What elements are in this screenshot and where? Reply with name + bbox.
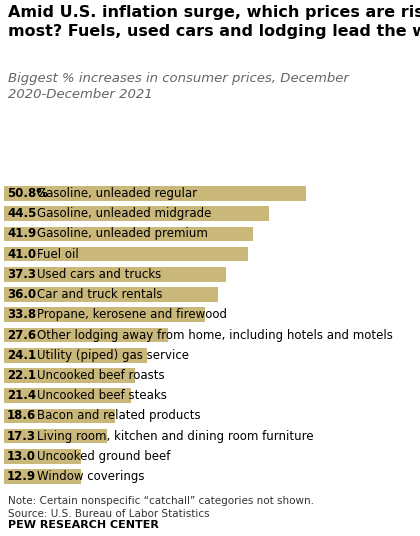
Text: Biggest % increases in consumer prices, December
2020-December 2021: Biggest % increases in consumer prices, … xyxy=(8,72,349,101)
Text: Amid U.S. inflation surge, which prices are rising the
most? Fuels, used cars an: Amid U.S. inflation surge, which prices … xyxy=(8,5,420,39)
Text: Utility (piped) gas service: Utility (piped) gas service xyxy=(37,349,189,362)
Bar xyxy=(4,348,147,362)
Text: Gasoline, unleaded premium: Gasoline, unleaded premium xyxy=(37,227,208,240)
Text: PEW RESEARCH CENTER: PEW RESEARCH CENTER xyxy=(8,519,159,530)
Bar xyxy=(4,206,268,221)
Text: Uncooked beef steaks: Uncooked beef steaks xyxy=(37,389,167,402)
Text: 27.6: 27.6 xyxy=(7,329,36,341)
Text: 17.3: 17.3 xyxy=(7,430,36,443)
Text: 18.6: 18.6 xyxy=(7,410,37,422)
Text: 22.1: 22.1 xyxy=(7,369,36,382)
Text: Propane, kerosene and firewood: Propane, kerosene and firewood xyxy=(37,308,227,321)
Text: Gasoline, unleaded regular: Gasoline, unleaded regular xyxy=(37,187,197,200)
Text: 50.8%: 50.8% xyxy=(7,187,48,200)
Text: 21.4: 21.4 xyxy=(7,389,36,402)
Bar xyxy=(4,227,253,241)
Text: Fuel oil: Fuel oil xyxy=(37,248,79,260)
Text: Used cars and trucks: Used cars and trucks xyxy=(37,268,161,281)
Bar xyxy=(4,449,81,464)
Bar xyxy=(4,470,81,484)
Text: 13.0: 13.0 xyxy=(7,450,36,463)
Bar xyxy=(4,408,115,423)
Bar xyxy=(4,186,306,200)
Bar xyxy=(4,308,205,322)
Text: Gasoline, unleaded midgrade: Gasoline, unleaded midgrade xyxy=(37,207,211,220)
Bar xyxy=(4,267,226,281)
Text: Other lodging away from home, including hotels and motels: Other lodging away from home, including … xyxy=(37,329,393,341)
Text: 41.0: 41.0 xyxy=(7,248,36,260)
Text: Uncooked beef roasts: Uncooked beef roasts xyxy=(37,369,165,382)
Text: Car and truck rentals: Car and truck rentals xyxy=(37,288,163,301)
Text: 44.5: 44.5 xyxy=(7,207,37,220)
Text: Bacon and related products: Bacon and related products xyxy=(37,410,200,422)
Bar xyxy=(4,389,131,403)
Text: 41.9: 41.9 xyxy=(7,227,37,240)
Text: 24.1: 24.1 xyxy=(7,349,36,362)
Bar xyxy=(4,327,168,343)
Text: 37.3: 37.3 xyxy=(7,268,36,281)
Bar xyxy=(4,429,107,443)
Text: 12.9: 12.9 xyxy=(7,470,36,483)
Bar xyxy=(4,287,218,302)
Bar xyxy=(4,247,248,262)
Text: Window coverings: Window coverings xyxy=(37,470,144,483)
Text: 33.8: 33.8 xyxy=(7,308,36,321)
Text: 36.0: 36.0 xyxy=(7,288,36,301)
Text: Uncooked ground beef: Uncooked ground beef xyxy=(37,450,170,463)
Text: Living room, kitchen and dining room furniture: Living room, kitchen and dining room fur… xyxy=(37,430,313,443)
Bar xyxy=(4,368,136,383)
Text: Note: Certain nonspecific “catchall” categories not shown.
Source: U.S. Bureau o: Note: Certain nonspecific “catchall” cat… xyxy=(8,496,315,519)
